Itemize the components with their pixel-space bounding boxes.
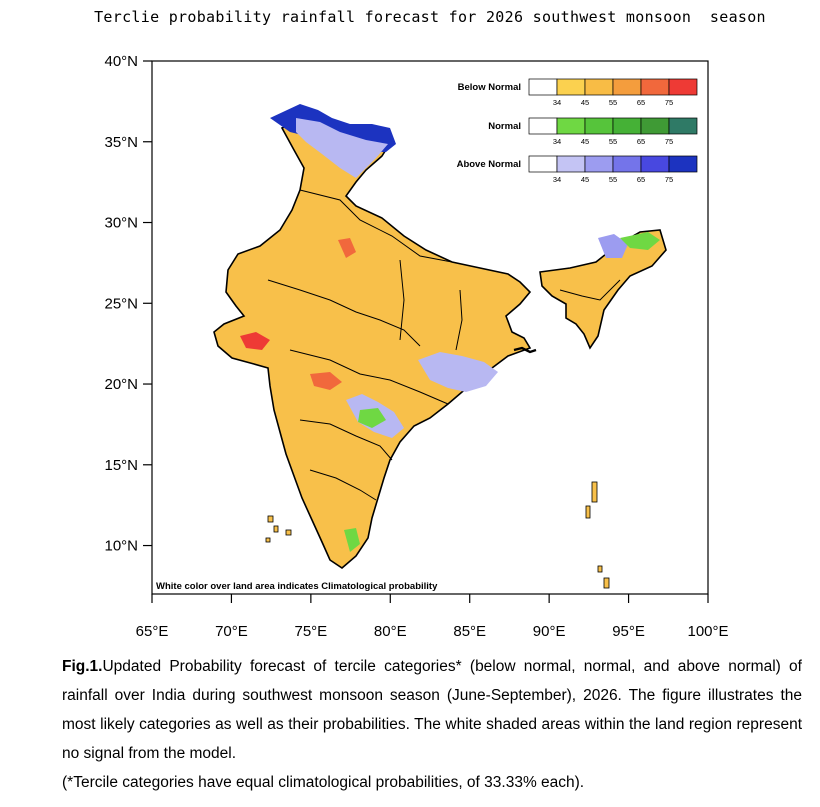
legend-swatch [668, 78, 698, 96]
legend-row-label: Above Normal [457, 159, 521, 170]
legend-swatch [612, 117, 642, 135]
legend-swatch [556, 117, 586, 135]
forecast-map: 40°N 35°N 30°N 25°N 20°N 15°N 10°N 65°E 70°E 75°… [104, 53, 729, 640]
legend-tick-label: 55 [609, 98, 617, 107]
legend-swatch [612, 78, 642, 96]
kashmir-light-blue [296, 118, 388, 178]
state-boundaries [267, 189, 621, 501]
figure-label: Fig.1. [62, 658, 103, 675]
legend-tick-label: 65 [637, 175, 645, 184]
legend-swatch [640, 117, 670, 135]
normal-patch-south [344, 528, 360, 552]
legend-tick-label: 34 [553, 175, 561, 184]
legend-swatch [584, 117, 614, 135]
lat-tick-label: 35°N [104, 134, 138, 151]
north-high-below-normal [338, 238, 356, 258]
lat-tick-label: 30°N [104, 215, 138, 232]
legend-tick-label: 55 [609, 175, 617, 184]
caption-footnote: (*Tercile categories have equal climatol… [62, 774, 585, 791]
legend-swatch [556, 78, 586, 96]
legend-tick-label: 45 [581, 175, 589, 184]
lat-tick-label: 20°N [104, 376, 138, 393]
ne-above-normal [598, 234, 628, 258]
map-land [213, 104, 667, 589]
normal-patch-ne [620, 232, 660, 250]
central-high-below-normal [310, 372, 342, 390]
legend-swatch [584, 155, 614, 173]
andaman-nicobar-islands [585, 481, 610, 589]
legend-swatch [640, 78, 670, 96]
central-east-above-normal [418, 352, 498, 392]
lakshadweep-islands [265, 515, 292, 543]
legend-tick-label: 45 [581, 98, 589, 107]
legend-swatch [668, 155, 698, 173]
lat-tick-label: 40°N [104, 53, 138, 70]
lon-tick-label: 70°E [215, 623, 248, 640]
lat-tick-label: 25°N [104, 295, 138, 312]
legend: Below Normal 34 45 55 65 75 Normal 34 45 55 65 75 Ab… [457, 78, 698, 184]
legend-swatch [668, 117, 698, 135]
lon-tick-label: 75°E [295, 623, 328, 640]
india-landmass [213, 119, 532, 570]
legend-tick-label: 45 [581, 137, 589, 146]
legend-tick-label: 75 [665, 137, 673, 146]
legend-swatch [640, 155, 670, 173]
legend-tick-label: 34 [553, 137, 561, 146]
lon-tick-label: 85°E [453, 623, 486, 640]
legend-swatch [556, 155, 586, 173]
lon-tick-label: 90°E [533, 623, 566, 640]
legend-tick-label: 75 [665, 175, 673, 184]
lon-tick-label: 95°E [612, 623, 645, 640]
caption-text: Updated Probability forecast of tercile … [62, 658, 802, 762]
latitude-axis: 40°N 35°N 30°N 25°N 20°N 15°N 10°N [104, 53, 152, 555]
legend-tick-label: 55 [609, 137, 617, 146]
lon-tick-label: 80°E [374, 623, 407, 640]
bangladesh-coast [513, 346, 537, 354]
legend-row-label: Normal [488, 121, 521, 132]
legend-tick-label: 65 [637, 137, 645, 146]
legend-swatch [528, 78, 558, 96]
lon-tick-label: 100°E [687, 623, 728, 640]
legend-swatch [584, 78, 614, 96]
lat-tick-label: 15°N [104, 457, 138, 474]
legend-tick-label: 65 [637, 98, 645, 107]
lon-tick-label: 65°E [136, 623, 169, 640]
climatology-note: White color over land area indicates Cli… [156, 581, 438, 592]
longitude-axis: 65°E 70°E 75°E 80°E 85°E 90°E 95°E 100°E [136, 594, 729, 640]
map-title: Terclie probability rainfall forecast fo… [94, 8, 766, 26]
legend-swatch [612, 155, 642, 173]
legend-swatch [528, 155, 558, 173]
legend-tick-label: 34 [553, 98, 561, 107]
legend-row-label: Below Normal [458, 82, 521, 93]
normal-patch-east [358, 408, 386, 428]
lat-tick-label: 10°N [104, 538, 138, 555]
gujarat-high-below-normal [240, 332, 270, 350]
figure-caption: Fig.1.Updated Probability forecast of te… [62, 652, 802, 797]
legend-swatch [528, 117, 558, 135]
legend-tick-label: 75 [665, 98, 673, 107]
